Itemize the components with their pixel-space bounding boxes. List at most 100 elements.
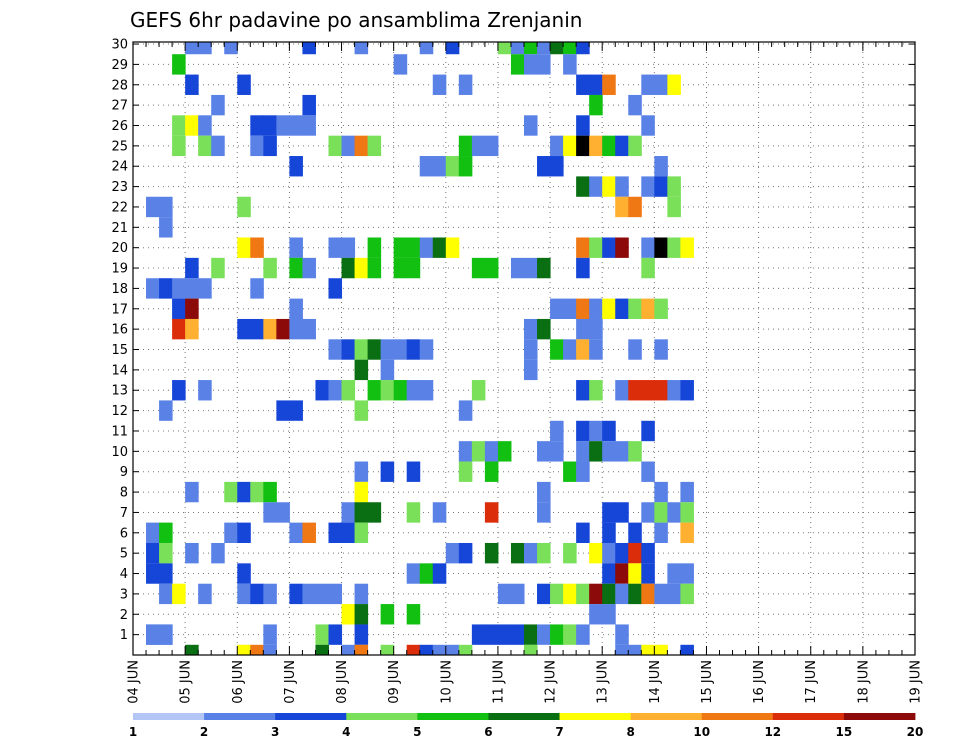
heatmap-cell <box>380 339 395 360</box>
heatmap-cell <box>263 115 277 136</box>
heatmap-cell <box>537 481 551 503</box>
heatmap-cell <box>354 481 369 503</box>
x-tick-label: 04 JUN <box>127 660 142 704</box>
heatmap-cell <box>289 400 303 421</box>
heatmap-cell <box>406 237 421 258</box>
heatmap-cell <box>419 42 434 55</box>
heatmap-cell <box>641 237 655 258</box>
heatmap-cell <box>185 298 199 319</box>
heatmap-cell <box>458 644 473 655</box>
heatmap-cell <box>458 135 473 157</box>
heatmap-cell <box>146 624 160 645</box>
heatmap-cell <box>576 583 590 605</box>
heatmap-cell <box>250 278 264 299</box>
heatmap-cell <box>263 318 277 340</box>
y-tick-label: 30 <box>111 38 128 53</box>
heatmap-cell <box>302 94 316 116</box>
heatmap-cell <box>432 644 447 655</box>
heatmap-cell <box>146 563 160 584</box>
heatmap-cell <box>602 502 616 523</box>
heatmap-cell <box>159 278 173 299</box>
colorbar-segment <box>133 713 205 720</box>
heatmap-cell <box>380 380 395 401</box>
y-tick-label: 23 <box>111 180 128 195</box>
heatmap-cell <box>458 441 473 462</box>
heatmap-cell <box>615 624 629 645</box>
heatmap-cell <box>602 298 616 319</box>
heatmap-cell <box>289 237 303 258</box>
heatmap-cell <box>458 400 473 421</box>
heatmap-cell <box>172 298 186 319</box>
heatmap-cell <box>354 339 369 360</box>
colorbar-tick-label: 1 <box>129 725 137 739</box>
heatmap-cell <box>393 237 408 258</box>
heatmap-cell <box>263 644 277 655</box>
heatmap-cell <box>224 42 238 55</box>
heatmap-cell <box>328 339 343 360</box>
y-tick-label: 6 <box>120 526 128 541</box>
heatmap-cell <box>367 237 382 258</box>
heatmap-cell <box>602 74 616 95</box>
heatmap-cell <box>250 481 264 503</box>
heatmap-cell <box>641 583 655 605</box>
heatmap-cell <box>263 583 277 605</box>
heatmap-cell <box>354 604 369 625</box>
heatmap-cell <box>589 583 603 605</box>
y-tick-label: 2 <box>120 608 128 623</box>
heatmap-cell <box>602 563 616 584</box>
heatmap-cell <box>510 624 525 645</box>
heatmap-cell <box>198 135 212 157</box>
heatmap-cell <box>185 644 199 655</box>
x-tick-label: 14 JUN <box>648 660 663 704</box>
heatmap-cell <box>354 257 369 279</box>
heatmap-cell <box>393 54 408 75</box>
y-tick-label: 7 <box>120 506 128 521</box>
heatmap-cell <box>524 644 538 655</box>
heatmap-cell <box>484 135 499 157</box>
heatmap-cell <box>537 583 551 605</box>
heatmap-cell <box>159 196 173 218</box>
heatmap-cell <box>302 115 316 136</box>
heatmap-cell <box>380 359 395 381</box>
heatmap-cell <box>367 135 382 157</box>
heatmap-cell <box>654 502 668 523</box>
heatmap-cell <box>471 441 486 462</box>
heatmap-cell <box>185 542 199 564</box>
heatmap-cell <box>393 339 408 360</box>
heatmap-cell <box>576 380 590 401</box>
colorbar-tick-label: 20 <box>907 725 924 739</box>
y-tick-label: 13 <box>111 384 128 399</box>
colorbar-tick-label: 12 <box>764 725 781 739</box>
heatmap-cell <box>354 359 369 381</box>
heatmap-cell <box>380 461 395 482</box>
heatmap-cell <box>641 420 655 442</box>
heatmap-cell <box>250 237 264 258</box>
heatmap-cell <box>641 542 655 564</box>
y-tick-label: 25 <box>111 139 128 154</box>
y-tick-label: 24 <box>111 160 128 175</box>
heatmap-cell <box>576 339 590 360</box>
heatmap-cell <box>406 644 421 655</box>
heatmap-cell <box>328 135 343 157</box>
heatmap-cell <box>458 461 473 482</box>
heatmap-cell <box>419 237 434 258</box>
y-tick-label: 15 <box>111 343 128 358</box>
heatmap-cell <box>237 644 251 655</box>
heatmap-cell <box>237 481 251 503</box>
y-tick-label: 20 <box>111 241 128 256</box>
heatmap-cell <box>537 42 551 55</box>
heatmap-cell <box>289 257 303 279</box>
heatmap-cell <box>510 542 525 564</box>
heatmap-cell <box>602 604 616 625</box>
heatmap-cell <box>628 339 642 360</box>
heatmap-cell <box>680 644 694 655</box>
heatmap-cell <box>250 115 264 136</box>
heatmap-cell <box>237 522 251 544</box>
heatmap-cell <box>289 583 303 605</box>
heatmap-cell <box>445 156 460 177</box>
heatmap-cell <box>589 135 603 157</box>
heatmap-cell <box>172 135 186 157</box>
heatmap-cell <box>367 339 382 360</box>
heatmap-cell <box>641 74 655 95</box>
heatmap-cell <box>589 74 603 95</box>
